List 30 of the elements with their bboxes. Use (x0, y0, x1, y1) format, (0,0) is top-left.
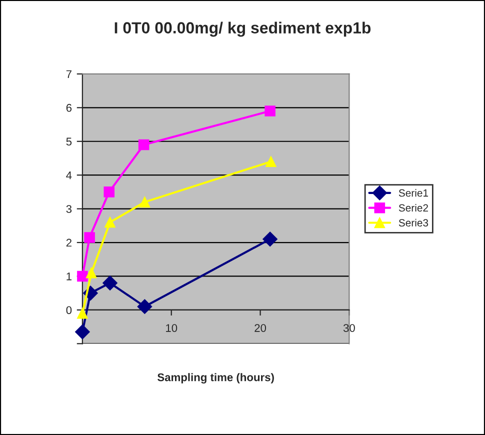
point (75, 324, 90, 340)
point (137, 299, 152, 314)
point (138, 139, 150, 150)
point (86, 267, 97, 278)
legend-label: Serie2 (398, 204, 428, 212)
point (77, 270, 88, 282)
chart-title: I 0T0 00.00mg/ kg sediment exp1b (114, 22, 371, 37)
point (84, 232, 95, 243)
x-tick-label: 10 (166, 324, 178, 332)
y-tick-label: 5 (66, 138, 72, 146)
point (102, 276, 118, 290)
y-tick-label: 3 (66, 205, 72, 213)
point (77, 308, 88, 319)
legend-label: Serie3 (398, 218, 428, 227)
point (266, 156, 276, 167)
point (264, 106, 276, 116)
point (139, 196, 150, 208)
point (262, 232, 278, 247)
legend-label: Serie1 (398, 189, 428, 197)
x-tick-label: 20 (254, 324, 266, 332)
point (104, 186, 115, 198)
x-tick-label: 30 (343, 324, 355, 332)
y-tick-label: 1 (66, 272, 72, 280)
point (104, 216, 116, 228)
y-tick-label: 6 (66, 104, 72, 112)
y-tick-label: 4 (66, 171, 72, 180)
y-tick-label: 2 (66, 238, 72, 247)
y-tick-label: 0 (66, 306, 72, 314)
x-axis-title: Sampling time (hours) (158, 373, 274, 384)
y-tick-label: 7 (66, 70, 72, 78)
